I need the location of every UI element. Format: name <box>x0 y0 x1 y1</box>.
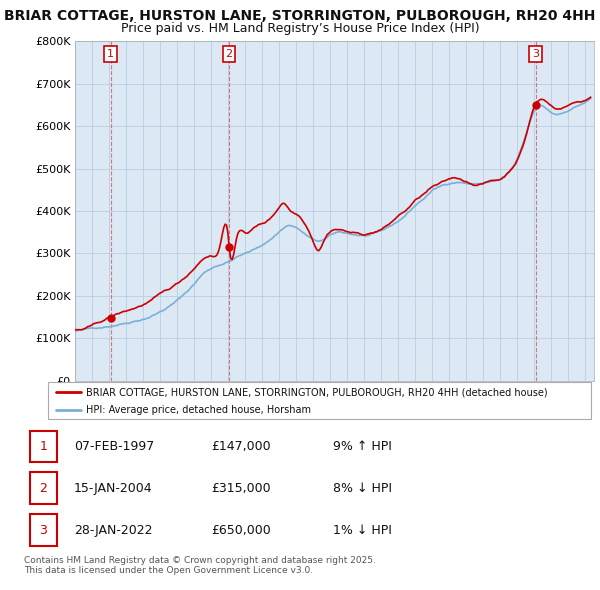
Text: 3: 3 <box>532 49 539 59</box>
Text: 2: 2 <box>40 481 47 495</box>
Text: 07-FEB-1997: 07-FEB-1997 <box>74 440 154 453</box>
Text: £650,000: £650,000 <box>212 523 271 536</box>
Text: £147,000: £147,000 <box>212 440 271 453</box>
Text: 1% ↓ HPI: 1% ↓ HPI <box>333 523 392 536</box>
Text: Price paid vs. HM Land Registry’s House Price Index (HPI): Price paid vs. HM Land Registry’s House … <box>121 22 479 35</box>
Text: 3: 3 <box>40 523 47 536</box>
Text: BRIAR COTTAGE, HURSTON LANE, STORRINGTON, PULBOROUGH, RH20 4HH (detached house): BRIAR COTTAGE, HURSTON LANE, STORRINGTON… <box>86 387 548 397</box>
Text: 1: 1 <box>107 49 114 59</box>
FancyBboxPatch shape <box>29 473 57 504</box>
Text: 8% ↓ HPI: 8% ↓ HPI <box>333 481 392 495</box>
Text: 9% ↑ HPI: 9% ↑ HPI <box>333 440 392 453</box>
FancyBboxPatch shape <box>29 514 57 546</box>
Text: BRIAR COTTAGE, HURSTON LANE, STORRINGTON, PULBOROUGH, RH20 4HH: BRIAR COTTAGE, HURSTON LANE, STORRINGTON… <box>4 9 596 23</box>
Text: £315,000: £315,000 <box>212 481 271 495</box>
Text: 28-JAN-2022: 28-JAN-2022 <box>74 523 152 536</box>
Text: HPI: Average price, detached house, Horsham: HPI: Average price, detached house, Hors… <box>86 405 311 415</box>
Text: 2: 2 <box>226 49 233 59</box>
Text: 15-JAN-2004: 15-JAN-2004 <box>74 481 152 495</box>
Text: Contains HM Land Registry data © Crown copyright and database right 2025.
This d: Contains HM Land Registry data © Crown c… <box>24 556 376 575</box>
Text: 1: 1 <box>40 440 47 453</box>
FancyBboxPatch shape <box>29 431 57 462</box>
